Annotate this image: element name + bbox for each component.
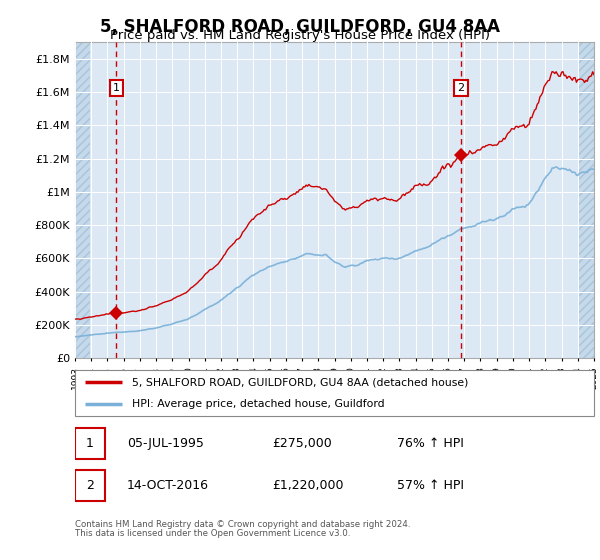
Text: 5, SHALFORD ROAD, GUILDFORD, GU4 8AA (detached house): 5, SHALFORD ROAD, GUILDFORD, GU4 8AA (de… [132,377,469,388]
Text: Price paid vs. HM Land Registry's House Price Index (HPI): Price paid vs. HM Land Registry's House … [110,29,490,42]
Text: 76% ↑ HPI: 76% ↑ HPI [397,437,464,450]
Bar [75,428,105,459]
Text: 05-JUL-1995: 05-JUL-1995 [127,437,204,450]
Text: This data is licensed under the Open Government Licence v3.0.: This data is licensed under the Open Gov… [75,529,350,538]
Text: 5, SHALFORD ROAD, GUILDFORD, GU4 8AA: 5, SHALFORD ROAD, GUILDFORD, GU4 8AA [100,18,500,36]
Text: £1,220,000: £1,220,000 [272,479,344,492]
Bar [580,42,594,358]
Text: 57% ↑ HPI: 57% ↑ HPI [397,479,464,492]
Text: 1: 1 [86,437,94,450]
Text: 1: 1 [113,83,119,93]
Bar [75,469,105,502]
Text: HPI: Average price, detached house, Guildford: HPI: Average price, detached house, Guil… [132,399,385,409]
Text: 2: 2 [86,479,94,492]
Text: £275,000: £275,000 [272,437,332,450]
Bar [75,42,89,358]
Text: Contains HM Land Registry data © Crown copyright and database right 2024.: Contains HM Land Registry data © Crown c… [75,520,410,529]
Text: 2: 2 [457,83,464,93]
Text: 14-OCT-2016: 14-OCT-2016 [127,479,209,492]
